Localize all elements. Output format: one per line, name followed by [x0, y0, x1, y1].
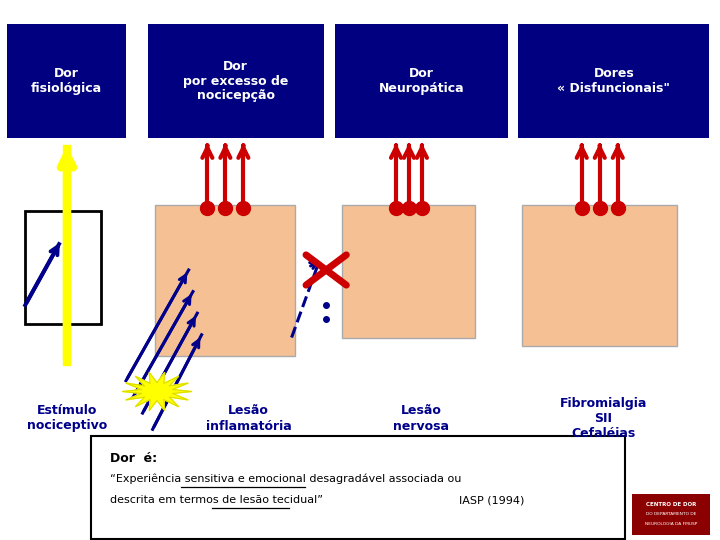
- Text: Lesão
nervosa: Lesão nervosa: [393, 404, 449, 433]
- FancyBboxPatch shape: [518, 24, 709, 138]
- FancyBboxPatch shape: [155, 205, 295, 356]
- FancyBboxPatch shape: [25, 211, 101, 324]
- FancyBboxPatch shape: [342, 205, 475, 338]
- Text: CENTRO DE DOR: CENTRO DE DOR: [646, 502, 696, 507]
- FancyBboxPatch shape: [522, 205, 677, 346]
- Text: Lesão
inflamatória: Lesão inflamatória: [205, 404, 292, 433]
- FancyBboxPatch shape: [335, 24, 508, 138]
- Text: Dores
« Disfuncionais": Dores « Disfuncionais": [557, 67, 670, 95]
- Text: Dor
por excesso de
nocicepção: Dor por excesso de nocicepção: [183, 59, 289, 103]
- FancyBboxPatch shape: [91, 436, 625, 539]
- Text: IASP (1994): IASP (1994): [459, 495, 525, 505]
- Text: Dor  é:: Dor é:: [110, 452, 157, 465]
- Text: NEUROLOGIA DA FMUSP: NEUROLOGIA DA FMUSP: [645, 522, 697, 525]
- FancyBboxPatch shape: [148, 24, 324, 138]
- Polygon shape: [122, 373, 192, 410]
- Text: descrita em termos de lesão tecidual”: descrita em termos de lesão tecidual”: [110, 495, 323, 505]
- Text: Dor
Neuropática: Dor Neuropática: [379, 67, 464, 95]
- FancyBboxPatch shape: [632, 494, 710, 535]
- Text: DO DEPARTAMENTO DE: DO DEPARTAMENTO DE: [646, 512, 696, 516]
- Text: Dor
fisiológica: Dor fisiológica: [31, 67, 102, 95]
- Text: “Experiência sensitiva e emocional desagradável associada ou: “Experiência sensitiva e emocional desag…: [110, 474, 462, 484]
- Text: Estímulo
nociceptivo: Estímulo nociceptivo: [27, 404, 107, 433]
- FancyBboxPatch shape: [7, 24, 126, 138]
- Text: Fibromialgia
SII
Cefaléias: Fibromialgia SII Cefaléias: [559, 397, 647, 440]
